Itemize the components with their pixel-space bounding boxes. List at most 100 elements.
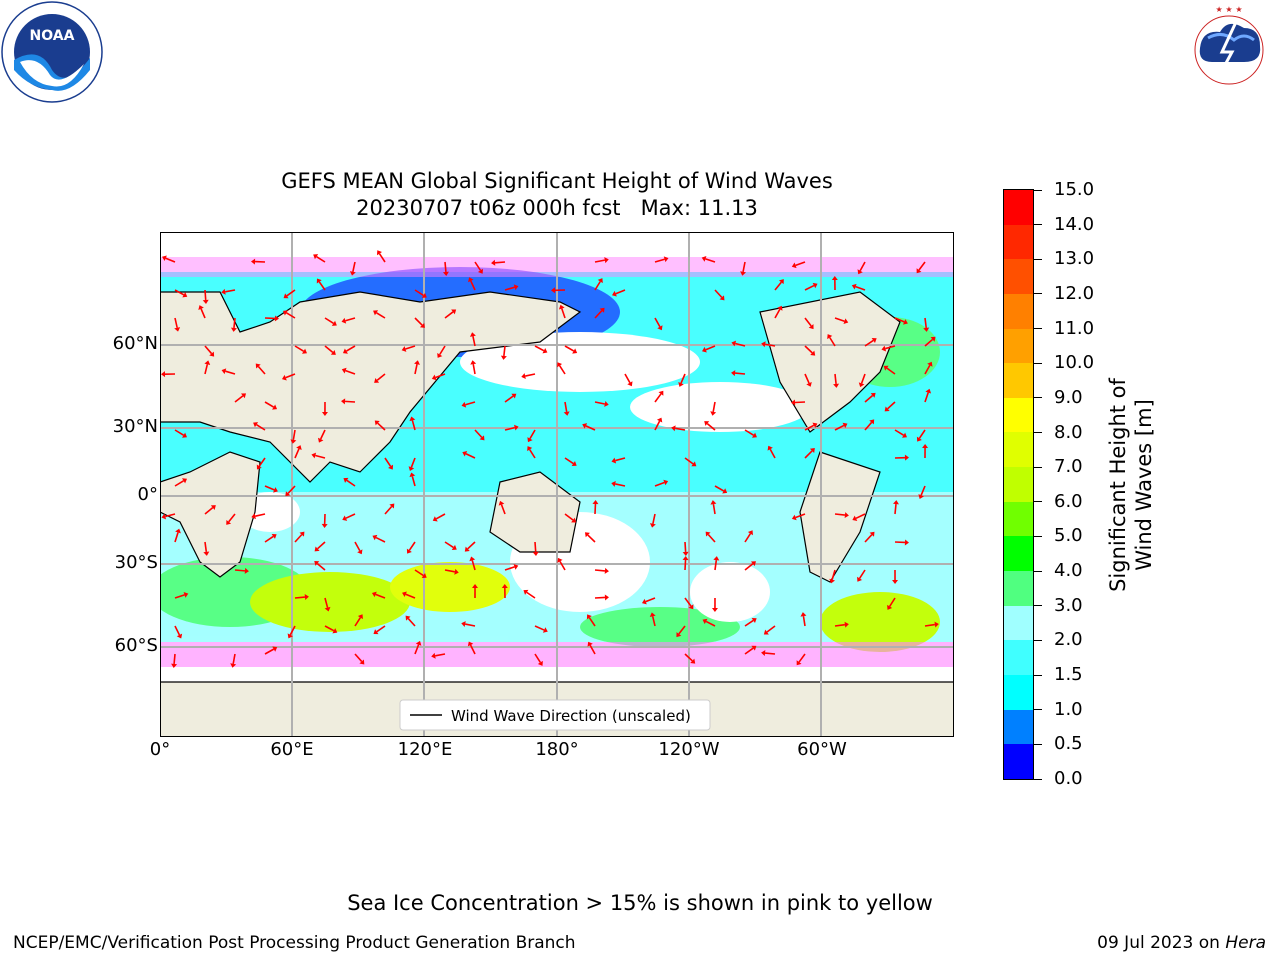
wave-direction-arrowhead [408, 466, 415, 472]
wave-direction-arrow [292, 429, 296, 440]
wave-direction-arrow [714, 559, 718, 571]
wave-direction-arrowhead [705, 531, 711, 537]
colorbar-segment [1004, 640, 1033, 675]
wave-direction-arrowhead [682, 551, 689, 556]
colorbar-tick-label: 7.0 [1054, 456, 1083, 478]
wave-direction-arrow [204, 364, 209, 375]
wave-direction-arrow [864, 421, 873, 431]
colorbar [1003, 189, 1034, 780]
wave-direction-arrowhead [678, 381, 684, 387]
wave-direction-arrow [864, 394, 874, 403]
wave-direction-arrowhead [656, 417, 663, 423]
wave-direction-arrowhead [597, 278, 603, 284]
wave-direction-arrowhead [374, 420, 380, 426]
wave-direction-arrowhead [751, 645, 757, 651]
wave-direction-arrow [804, 284, 815, 291]
colorbar-tick-label: 12.0 [1054, 282, 1095, 304]
wave-direction-arrowhead [210, 505, 216, 510]
colorbar-tick-label: 13.0 [1054, 248, 1095, 270]
wave-direction-arrow [920, 485, 926, 496]
wave-direction-arrow [165, 257, 176, 263]
wave-direction-arrow [264, 648, 275, 655]
wave-direction-arrowhead [287, 633, 293, 639]
wave-direction-arrowhead [272, 404, 278, 410]
colorbar-tick-label: 4.0 [1054, 560, 1083, 582]
wave-direction-arrowhead [251, 258, 256, 265]
colorbar-tick-mark [1034, 743, 1042, 745]
wave-direction-arrow [465, 453, 476, 459]
wave-direction-arrow [472, 336, 476, 347]
wave-direction-arrow [315, 454, 326, 459]
wave-direction-arrowhead [710, 411, 717, 416]
wave-direction-arrow [888, 597, 896, 607]
wave-direction-arrow [294, 345, 304, 352]
wave-direction-arrow [588, 617, 596, 627]
wave-direction-arrowhead [812, 282, 818, 289]
colorbar-tick-mark [1034, 535, 1042, 537]
wave-direction-arrowhead [843, 318, 849, 325]
wave-direction-arrowhead [586, 614, 592, 620]
wave-direction-arrow [503, 345, 506, 357]
wave-direction-arrow [294, 534, 303, 543]
wave-direction-arrowhead [500, 355, 507, 360]
wave-direction-arrowhead [343, 477, 349, 483]
wave-direction-arrowhead [332, 628, 338, 634]
wave-direction-arrowhead [341, 398, 346, 405]
wave-direction-arrowhead [791, 514, 797, 521]
wave-direction-arrowhead [904, 539, 909, 546]
colorbar-segment [1004, 224, 1033, 260]
wave-direction-arrow [225, 370, 236, 375]
wave-direction-arrow [344, 400, 356, 403]
wave-direction-arrowhead [903, 319, 908, 325]
wave-direction-arrow [594, 401, 605, 405]
wave-direction-arrowhead [611, 457, 617, 464]
wave-direction-arrowhead [927, 361, 933, 367]
wave-direction-arrowhead [274, 315, 279, 322]
wave-direction-arrow [294, 596, 306, 599]
wave-direction-arrowhead [470, 332, 476, 337]
wave-direction-arrowhead [731, 340, 737, 347]
wave-direction-arrowhead [302, 348, 307, 354]
wave-direction-arrow [378, 253, 386, 263]
wave-direction-arrowhead [527, 446, 533, 452]
footer-host: Hera [1225, 933, 1266, 953]
wave-direction-arrowhead [922, 444, 929, 449]
colorbar-tick-label: 3.0 [1054, 594, 1083, 616]
wave-direction-arrow [894, 503, 897, 515]
wave-direction-arrow [234, 569, 246, 572]
wave-direction-arrowhead [713, 556, 720, 561]
wave-direction-arrow [834, 317, 845, 322]
wave-direction-arrow [376, 373, 386, 381]
wave-direction-arrow [504, 566, 515, 571]
wave-direction-arrow [345, 513, 356, 519]
wave-direction-arrow [654, 420, 661, 431]
wave-direction-arrow [264, 535, 274, 543]
wave-direction-arrowhead [357, 549, 363, 555]
wave-direction-arrow [204, 507, 214, 515]
wave-direction-arrowhead [432, 516, 438, 522]
wave-direction-arrowhead [777, 305, 783, 311]
wave-direction-arrowhead [682, 556, 689, 561]
wave-direction-arrowhead [290, 439, 297, 444]
wave-direction-arrow [504, 286, 515, 291]
wave-direction-arrowhead [690, 658, 696, 664]
wave-direction-arrow [410, 457, 416, 468]
wave-direction-arrowhead [406, 548, 412, 554]
wave-direction-arrowhead [182, 432, 187, 438]
wave-direction-arrowhead [321, 411, 328, 416]
wave-direction-arrowhead [701, 256, 707, 262]
wave-direction-arrowhead [255, 363, 261, 369]
wave-direction-arrow [834, 513, 846, 516]
colorbar-tick-mark [1034, 362, 1042, 364]
wave-direction-arrow [467, 541, 476, 550]
wave-direction-arrowhead [649, 612, 656, 617]
wave-direction-arrowhead [204, 360, 211, 365]
colorbar-segment [1004, 397, 1033, 433]
wave-direction-arrow [264, 485, 275, 491]
wave-direction-arrowhead [256, 464, 262, 470]
colorbar-tick-label: 1.0 [1054, 698, 1083, 720]
wave-direction-arrowhead [316, 278, 322, 284]
footer-branch: NCEP/EMC/Verification Post Processing Pr… [13, 933, 576, 953]
wave-direction-arrowhead [331, 320, 337, 326]
wave-direction-arrowhead [161, 513, 167, 520]
